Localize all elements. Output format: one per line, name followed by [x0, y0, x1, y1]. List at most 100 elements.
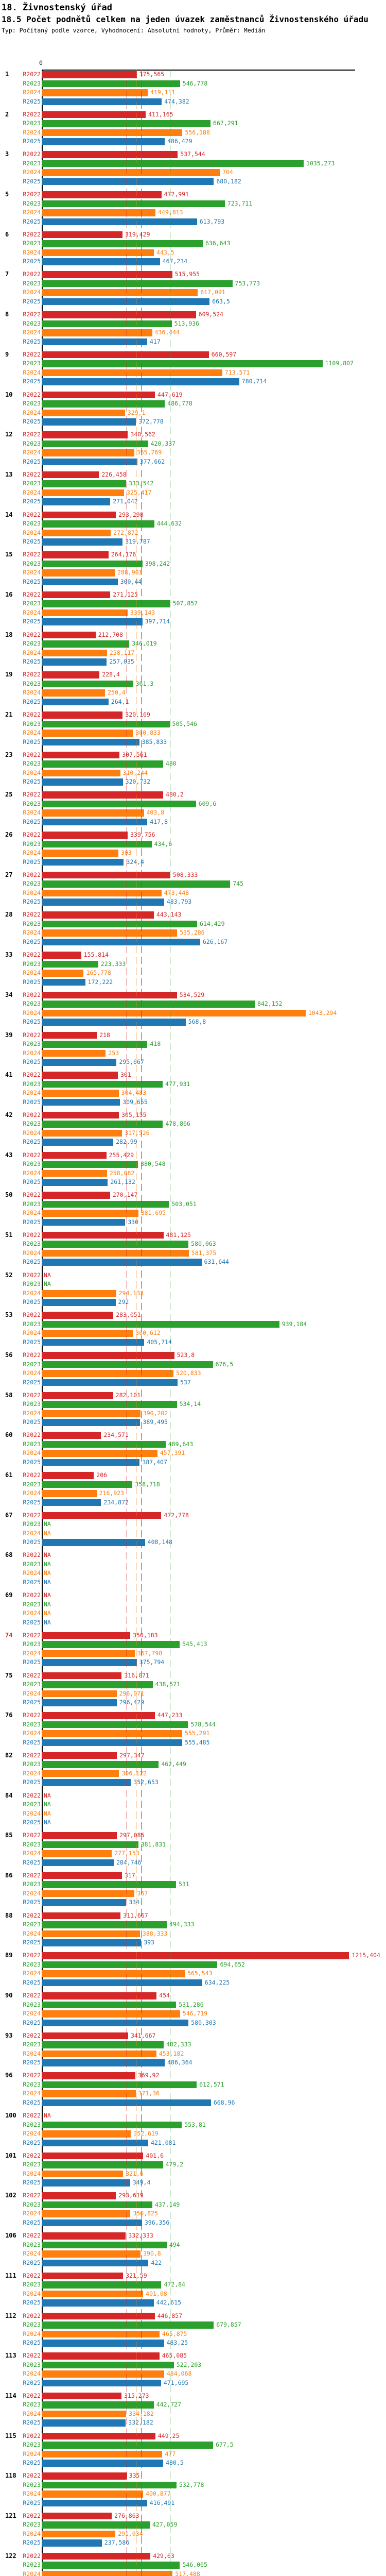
group-number: 15	[5, 551, 13, 558]
group-number: 12	[5, 431, 13, 438]
bar-group-3: 3 R2022 537,544 R2023 1035,273 R2024 704 R2025 6…	[0, 150, 386, 186]
value-label: 537,544	[180, 150, 205, 158]
value-label: 216,923	[99, 1489, 125, 1497]
bar	[42, 738, 139, 745]
bar-group-43: 43 R2022 255,429 R2023 380,548 R2024 258,082 R2…	[0, 1151, 386, 1187]
year-label: R2024	[23, 1970, 41, 1977]
bar-zone: 283,051	[42, 1311, 386, 1320]
bar-zone: 416,491	[42, 2499, 386, 2508]
group-number: 96	[5, 2072, 13, 2079]
bar-zone: 293,619	[42, 2191, 386, 2200]
axis-zero-label: 0	[39, 59, 43, 66]
bar-zone: 507,857	[42, 599, 386, 608]
bar	[42, 832, 128, 839]
group-number: 6	[5, 230, 9, 238]
bar-row: R2024 457,391	[0, 1449, 386, 1458]
bar	[42, 111, 146, 118]
bar-zone: 316,071	[42, 1671, 386, 1681]
bar	[42, 80, 180, 87]
bar-zone: 360,612	[42, 1329, 386, 1338]
year-label: R2023	[23, 2241, 41, 2248]
bar	[42, 970, 84, 977]
value-label: 401,6	[146, 2151, 164, 2159]
bar	[42, 920, 198, 928]
value-label: 565,543	[187, 1970, 213, 1977]
bar	[42, 609, 128, 617]
bar-zone: 753,773	[42, 279, 386, 289]
year-label: R2024	[23, 2010, 41, 2017]
bar	[42, 2379, 161, 2387]
value-label: 481,125	[166, 1231, 191, 1239]
year-label: R2023	[23, 2200, 41, 2208]
bar	[42, 400, 165, 408]
year-label: R2025	[23, 898, 41, 906]
bar-row: 102 R2022 293,619	[0, 2191, 386, 2200]
bar	[42, 1992, 157, 1999]
value-label: 403,8	[146, 809, 165, 817]
year-label: R2023	[23, 680, 41, 687]
bar-zone: 1035,273	[42, 159, 386, 168]
value-label: 293,619	[118, 2192, 144, 2199]
group-number: 101	[5, 2151, 16, 2159]
year-label: R2022	[23, 2031, 41, 2039]
bar-zone: NA	[42, 1560, 386, 1569]
bar-zone: 480	[42, 759, 386, 769]
year-label: R2022	[23, 1711, 41, 1719]
year-label: R2023	[23, 480, 41, 487]
year-label: R2022	[23, 2352, 41, 2360]
bar	[42, 2099, 211, 2107]
bar-zone: 291,034	[42, 2530, 386, 2539]
bar-row: R2023 494,333	[0, 1920, 386, 1929]
bar-zone: 417,8	[42, 818, 386, 827]
bar-row: R2023 546,065	[0, 2561, 386, 2570]
bar-row: R2025 568,8	[0, 1018, 386, 1027]
bar-row: R2025 377,662	[0, 457, 386, 467]
bar-zone: 367,798	[42, 1649, 386, 1658]
year-label: R2025	[23, 258, 41, 265]
bar	[42, 418, 136, 426]
bar-group-60: 60 R2022 234,571 R2023 489,643 R2024 457,391 R2…	[0, 1431, 386, 1467]
bar-zone: 390,202	[42, 1409, 386, 1418]
bar-group-16: 16 R2022 271,125 R2023 507,857 R2024 339,143 R2…	[0, 590, 386, 626]
bar	[42, 1499, 101, 1506]
value-label: 939,184	[282, 1320, 307, 1328]
na-label: NA	[44, 1591, 51, 1599]
bar-zone: 634,225	[42, 1978, 386, 1988]
bar-row: R2025 334	[0, 1898, 386, 1907]
bar-zone: 371,36	[42, 2089, 386, 2098]
bar-zone: 723,711	[42, 199, 386, 209]
bar	[42, 218, 197, 226]
bar-zone: 258,117	[42, 649, 386, 658]
bar-zone: 694,652	[42, 1960, 386, 1970]
year-label: R2025	[23, 1258, 41, 1266]
bar-row: R2023333,542	[0, 479, 386, 488]
bar-zone: 375,565	[42, 70, 386, 79]
bar	[42, 311, 196, 318]
group-number: 51	[5, 1231, 13, 1239]
group-number: 88	[5, 1911, 13, 1919]
year-label: R2023	[23, 1480, 41, 1488]
bar	[42, 569, 115, 577]
bar	[42, 351, 209, 359]
bar-row: 111 R2022 321,59	[0, 2272, 386, 2281]
year-label: R2022	[23, 1551, 41, 1559]
year-label: R2022	[23, 1911, 41, 1919]
bar-row: R2024 296,071	[0, 1689, 386, 1699]
group-number: 114	[5, 2392, 16, 2399]
bar-group-90: 90 R2022 454 R2023 531,286 R2024 546,719 R2025 5…	[0, 1991, 386, 2027]
bar	[42, 2419, 126, 2427]
bar	[42, 1961, 218, 1969]
bar-zone: 390,8	[42, 2249, 386, 2259]
bar-group-23: 23R2022307,561R2023480R2024310,244R20253…	[0, 751, 386, 787]
bar	[42, 191, 162, 198]
bar	[42, 1841, 138, 1849]
bar-row: R2024 350,825	[0, 2209, 386, 2218]
bar-group-8: 8 R2022 609,524 R2023 513,936 R2024 436,444 R20…	[0, 310, 386, 346]
value-label: 438,571	[155, 1681, 181, 1688]
year-label: R2024	[23, 2530, 41, 2537]
bar-row: R2023 580,063	[0, 1240, 386, 1249]
group-number: 28	[5, 911, 13, 919]
year-label: R2022	[23, 711, 41, 718]
year-label: R2024	[23, 569, 41, 577]
